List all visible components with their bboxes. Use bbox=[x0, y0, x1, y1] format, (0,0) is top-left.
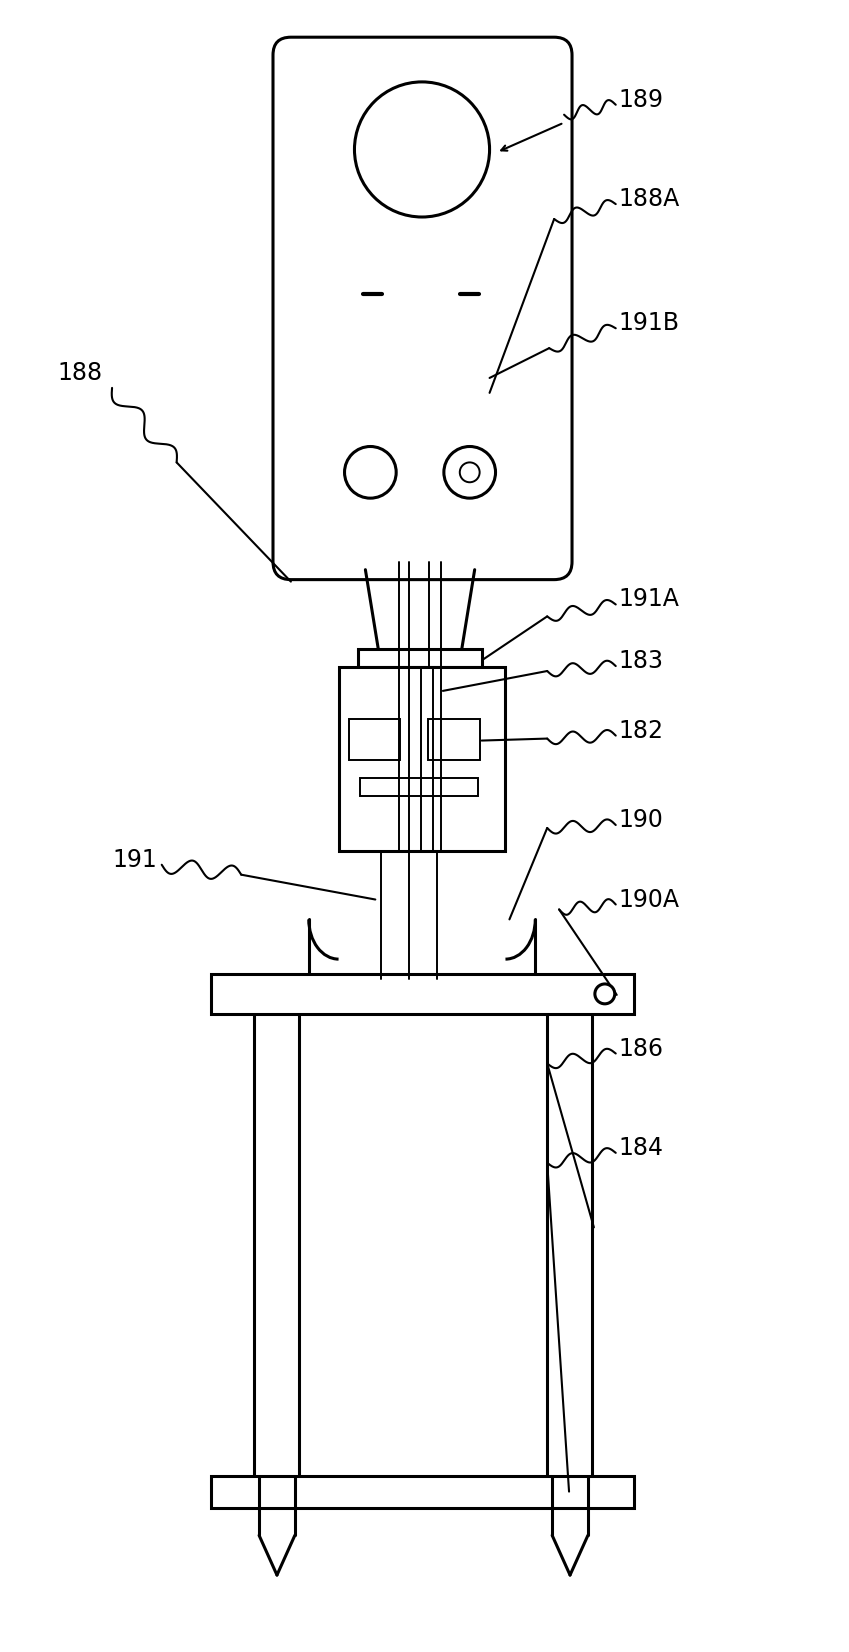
Text: 183: 183 bbox=[619, 649, 664, 672]
Text: 190A: 190A bbox=[619, 887, 680, 912]
Circle shape bbox=[355, 83, 490, 216]
Circle shape bbox=[460, 463, 480, 482]
Circle shape bbox=[595, 985, 615, 1004]
Circle shape bbox=[345, 446, 396, 499]
Text: 189: 189 bbox=[619, 88, 664, 112]
Bar bbox=[358, 649, 481, 667]
Text: 186: 186 bbox=[619, 1036, 664, 1061]
Text: 191B: 191B bbox=[619, 311, 680, 335]
Text: 184: 184 bbox=[619, 1137, 664, 1160]
Circle shape bbox=[444, 446, 496, 499]
Bar bbox=[326, 319, 520, 423]
Text: 191A: 191A bbox=[619, 588, 679, 611]
Bar bbox=[339, 667, 505, 851]
Bar bbox=[361, 778, 478, 796]
Bar bbox=[211, 1475, 633, 1508]
Text: 188A: 188A bbox=[619, 187, 680, 211]
Bar bbox=[338, 330, 508, 411]
FancyBboxPatch shape bbox=[273, 38, 572, 580]
Text: 188: 188 bbox=[58, 362, 103, 385]
Bar bbox=[428, 719, 480, 760]
Text: 182: 182 bbox=[619, 719, 664, 743]
Bar bbox=[348, 719, 400, 760]
Text: 190: 190 bbox=[619, 808, 664, 833]
Bar bbox=[211, 975, 633, 1014]
Text: 191: 191 bbox=[112, 847, 157, 872]
